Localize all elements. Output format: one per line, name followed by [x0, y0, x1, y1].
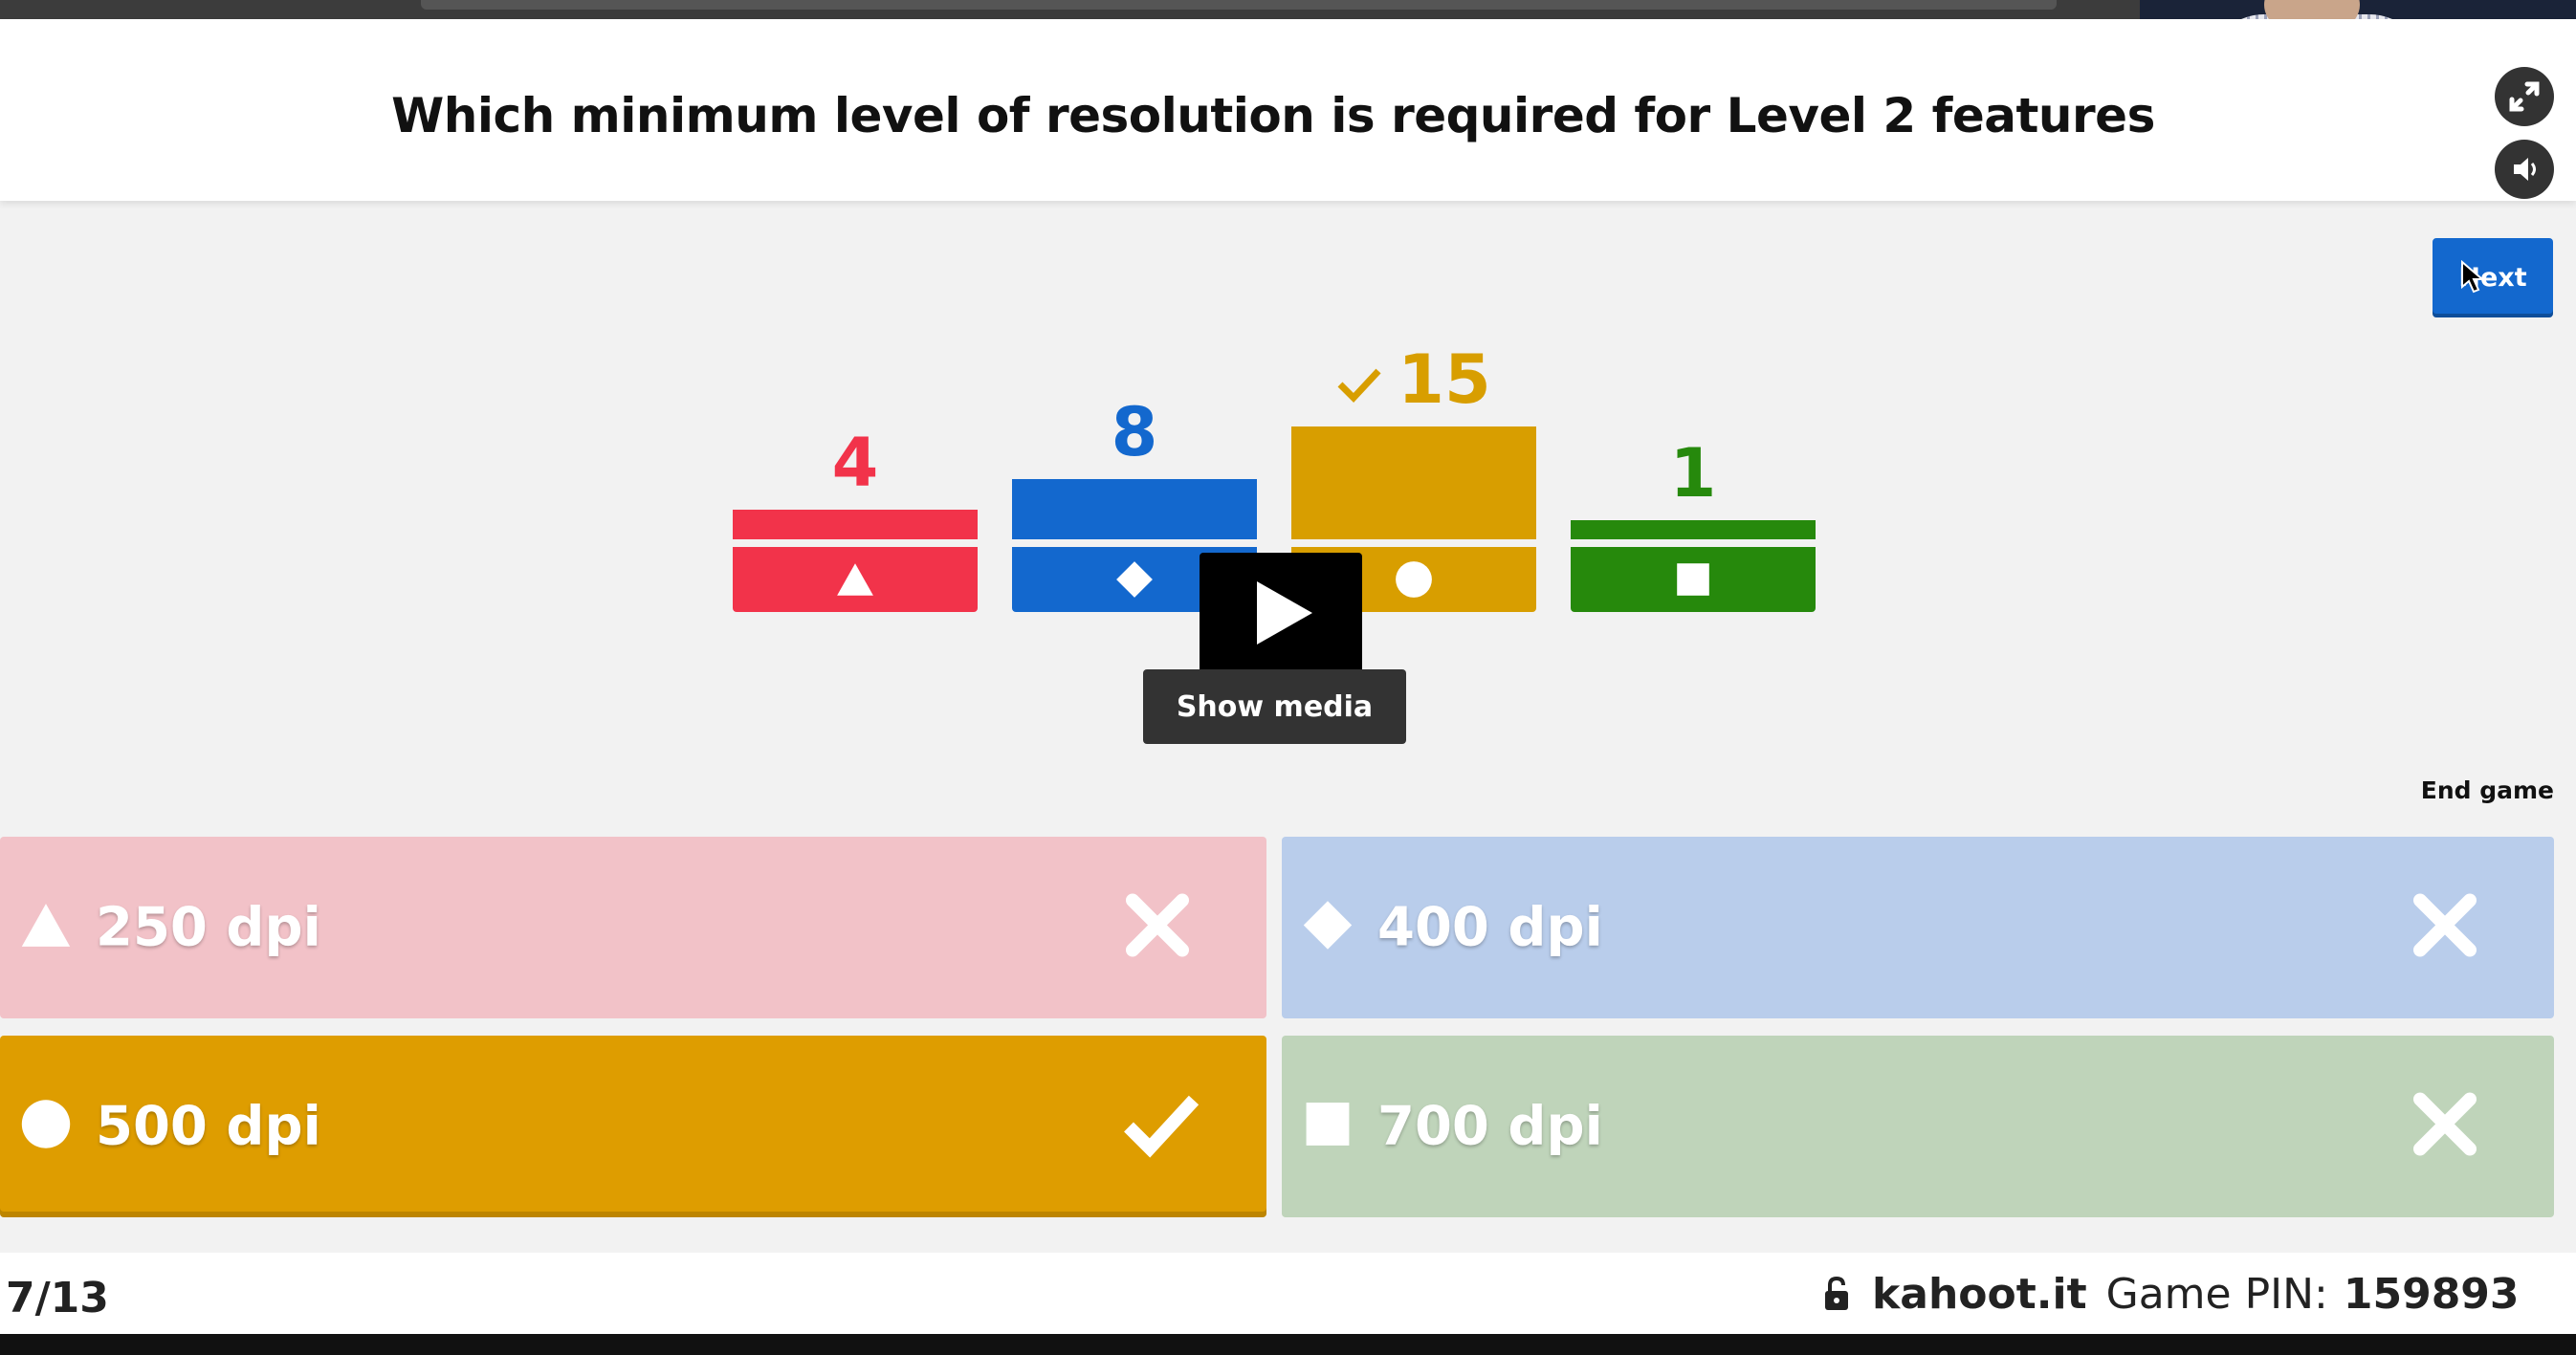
result-bar-base	[1571, 547, 1816, 612]
circle-icon	[21, 1100, 71, 1148]
fullscreen-button[interactable]	[2495, 67, 2554, 126]
answer-tile-triangle[interactable]: 250 dpi	[0, 837, 1266, 1018]
game-pin-label: Game PIN:	[2105, 1269, 2328, 1319]
play-icon	[1257, 581, 1312, 645]
triangle-icon	[21, 904, 71, 947]
answer-shape	[19, 899, 73, 957]
answer-label: 250 dpi	[96, 896, 321, 959]
answer-tile-diamond[interactable]: 400 dpi	[1282, 837, 2554, 1018]
game-pin-value: 159893	[2343, 1269, 2520, 1319]
answer-label: 500 dpi	[96, 1095, 321, 1158]
fullscreen-icon	[2509, 81, 2540, 112]
question-header: Which minimum level of resolution is req…	[0, 19, 2576, 201]
answer-shape	[1301, 1098, 1354, 1156]
answer-tile-circle[interactable]: 500 dpi	[0, 1036, 1266, 1217]
footer-bar: 7/13 kahoot.it Game PIN: 159893	[0, 1253, 2576, 1334]
answer-shape	[1301, 899, 1354, 957]
result-count: 8	[1111, 393, 1158, 472]
question-title: Which minimum level of resolution is req…	[391, 88, 2155, 143]
video-top-strip	[0, 0, 2576, 19]
sound-button[interactable]	[2495, 140, 2554, 199]
answer-label: 700 dpi	[1377, 1095, 1603, 1158]
result-bar-base	[733, 547, 978, 612]
result-count: 4	[831, 423, 879, 502]
result-bar-fill	[1012, 479, 1257, 539]
correct-check-icon	[1123, 1091, 1200, 1163]
checkmark-icon	[1337, 368, 1381, 403]
play-button[interactable]	[1200, 553, 1362, 673]
speaker-icon	[2514, 158, 2536, 181]
incorrect-x-icon	[1123, 891, 1192, 965]
lock-icon	[1825, 1276, 1848, 1310]
browser-bar	[421, 0, 2057, 10]
result-count: 15	[1291, 340, 1536, 419]
circle-icon	[1396, 561, 1432, 598]
result-count-value: 15	[1398, 340, 1491, 419]
result-bar-square: 1	[1571, 0, 1816, 669]
answer-shape	[19, 1098, 73, 1156]
game-pin-area: kahoot.it Game PIN: 159893	[1822, 1269, 2520, 1319]
diamond-icon	[1303, 901, 1353, 950]
answer-tile-square[interactable]: 700 dpi	[1282, 1036, 2554, 1217]
result-count: 1	[1669, 434, 1717, 513]
result-bar-fill	[1291, 426, 1536, 539]
diamond-icon	[1116, 561, 1153, 598]
incorrect-x-icon	[2411, 1090, 2479, 1164]
end-game-button[interactable]: End game	[2420, 776, 2554, 804]
show-media-button[interactable]: Show media	[1143, 669, 1406, 744]
incorrect-x-icon	[2411, 891, 2479, 965]
mouse-cursor-icon	[2461, 260, 2485, 294]
square-icon	[1677, 563, 1709, 596]
result-bar-triangle: 4	[733, 0, 978, 669]
triangle-icon	[837, 563, 873, 596]
site-url: kahoot.it	[1872, 1269, 2087, 1319]
question-progress: 7/13	[6, 1274, 109, 1322]
result-bar-fill	[733, 509, 978, 539]
answer-label: 400 dpi	[1377, 896, 1603, 959]
result-bar-fill	[1571, 520, 1816, 539]
square-icon	[1306, 1103, 1350, 1146]
video-bottom-bar	[0, 1334, 2576, 1355]
next-button[interactable]: Next	[2433, 238, 2553, 317]
